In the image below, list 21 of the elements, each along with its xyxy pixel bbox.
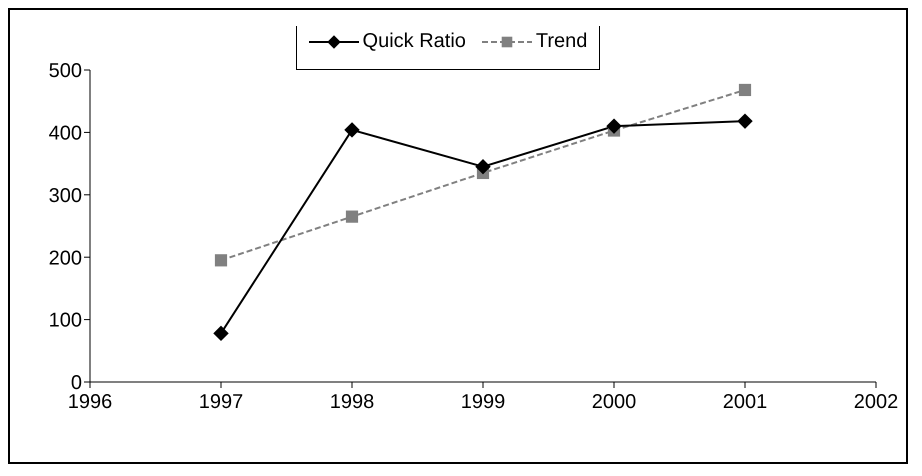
legend-label: Trend (536, 30, 588, 53)
y-tick-label: 200 (48, 247, 82, 270)
x-tick-label: 1999 (460, 391, 506, 414)
point (346, 210, 358, 223)
x-tick-label: 1997 (198, 391, 244, 414)
point (606, 118, 622, 134)
point (344, 122, 360, 138)
x-tick-label: 2000 (592, 391, 636, 414)
y-tick-label: 300 (48, 184, 82, 207)
x-tick-label: 2002 (854, 391, 898, 414)
point (214, 326, 228, 341)
x-tick-label: 2001 (722, 391, 768, 414)
y-tick-label: 400 (48, 122, 82, 144)
point (738, 84, 752, 96)
x-tick-label: 1998 (330, 391, 374, 414)
point (476, 159, 490, 174)
point (214, 254, 228, 266)
y-tick-label: 100 (48, 310, 82, 332)
legend-label: Quick Ratio (362, 30, 466, 53)
point (738, 114, 752, 129)
y-tick-label: 500 (48, 60, 82, 82)
